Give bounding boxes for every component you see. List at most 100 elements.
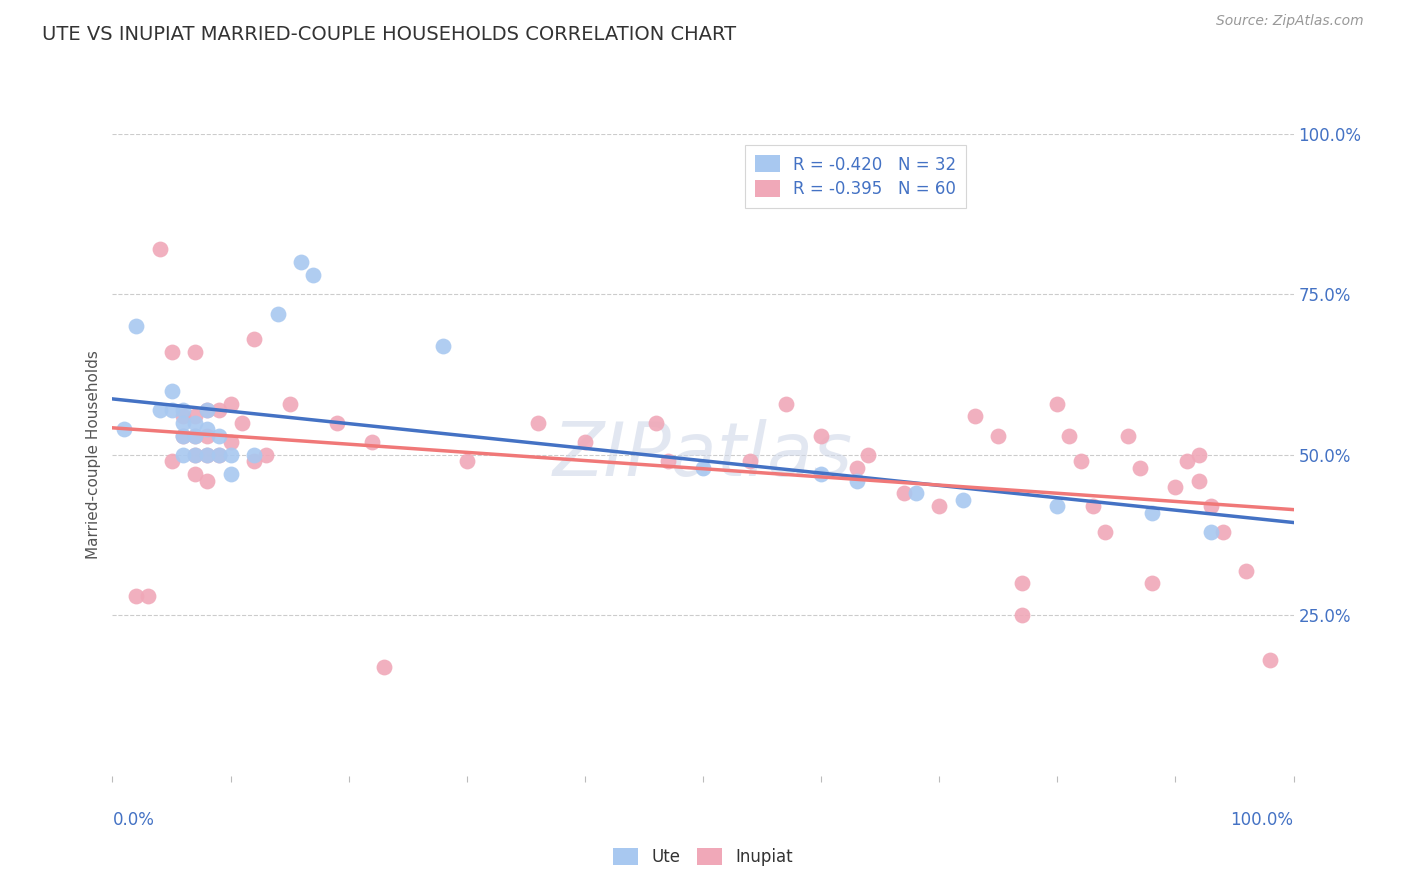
Point [125, 319, 148, 334]
Point [845, 474, 868, 488]
Point [208, 403, 231, 417]
Point [692, 460, 714, 475]
Point [1046, 396, 1069, 410]
Point [290, 255, 312, 269]
Point [278, 396, 301, 410]
Point [1140, 506, 1163, 520]
Point [219, 396, 242, 410]
Point [904, 486, 927, 500]
Point [184, 448, 207, 462]
Point [172, 428, 194, 442]
Point [810, 467, 832, 482]
Point [219, 448, 242, 462]
Point [172, 416, 194, 430]
Legend: R = -0.420   N = 32, R = -0.395   N = 60: R = -0.420 N = 32, R = -0.395 N = 60 [745, 145, 966, 209]
Point [195, 422, 218, 436]
Point [302, 268, 325, 282]
Point [432, 339, 454, 353]
Point [893, 486, 915, 500]
Point [775, 396, 797, 410]
Text: UTE VS INUPIAT MARRIED-COUPLE HOUSEHOLDS CORRELATION CHART: UTE VS INUPIAT MARRIED-COUPLE HOUSEHOLDS… [42, 25, 737, 44]
Point [1129, 460, 1152, 475]
Point [243, 332, 266, 346]
Point [195, 448, 218, 462]
Point [657, 454, 679, 468]
Point [845, 460, 868, 475]
Point [195, 403, 218, 417]
Point [267, 307, 290, 321]
Point [1140, 576, 1163, 591]
Point [184, 467, 207, 482]
Point [1116, 428, 1139, 442]
Point [184, 416, 207, 430]
Point [1199, 500, 1222, 514]
Point [987, 428, 1010, 442]
Point [1081, 500, 1104, 514]
Point [928, 500, 950, 514]
Point [160, 454, 183, 468]
Point [1094, 524, 1116, 539]
Legend: Ute, Inupiat: Ute, Inupiat [606, 841, 800, 873]
Point [231, 416, 253, 430]
Point [858, 448, 880, 462]
Point [1070, 454, 1092, 468]
Point [740, 454, 762, 468]
Point [1046, 500, 1069, 514]
Point [254, 448, 277, 462]
Point [160, 403, 183, 417]
Point [208, 428, 231, 442]
Point [125, 589, 148, 603]
Point [112, 422, 135, 436]
Text: ZIPatlas: ZIPatlas [553, 419, 853, 491]
Point [952, 492, 974, 507]
Point [361, 435, 384, 450]
Point [149, 243, 172, 257]
Point [172, 409, 194, 424]
Point [136, 589, 159, 603]
Point [1011, 576, 1033, 591]
Point [172, 428, 194, 442]
Point [219, 435, 242, 450]
Point [184, 409, 207, 424]
Point [243, 448, 266, 462]
Point [160, 384, 183, 398]
Point [184, 428, 207, 442]
Point [1212, 524, 1234, 539]
Point [963, 409, 986, 424]
Point [456, 454, 478, 468]
Point [195, 428, 218, 442]
Point [1164, 480, 1187, 494]
Point [1011, 608, 1033, 623]
Text: 100.0%: 100.0% [1230, 811, 1294, 829]
Point [184, 448, 207, 462]
Point [172, 403, 194, 417]
Point [1188, 448, 1211, 462]
Point [149, 403, 172, 417]
Y-axis label: Married-couple Households: Married-couple Households [86, 351, 101, 559]
Point [184, 345, 207, 359]
Point [1057, 428, 1080, 442]
Point [1199, 524, 1222, 539]
Text: 0.0%: 0.0% [112, 811, 155, 829]
Point [1188, 474, 1211, 488]
Point [373, 660, 395, 674]
Point [195, 474, 218, 488]
Point [1234, 564, 1257, 578]
Point [208, 448, 231, 462]
Point [219, 467, 242, 482]
Point [184, 428, 207, 442]
Point [172, 448, 194, 462]
Point [208, 448, 231, 462]
Text: Source: ZipAtlas.com: Source: ZipAtlas.com [1216, 14, 1364, 28]
Point [243, 454, 266, 468]
Point [1258, 653, 1281, 667]
Point [574, 435, 596, 450]
Point [644, 416, 666, 430]
Point [195, 448, 218, 462]
Point [195, 403, 218, 417]
Point [526, 416, 548, 430]
Point [1175, 454, 1198, 468]
Point [326, 416, 349, 430]
Point [160, 345, 183, 359]
Point [810, 428, 832, 442]
